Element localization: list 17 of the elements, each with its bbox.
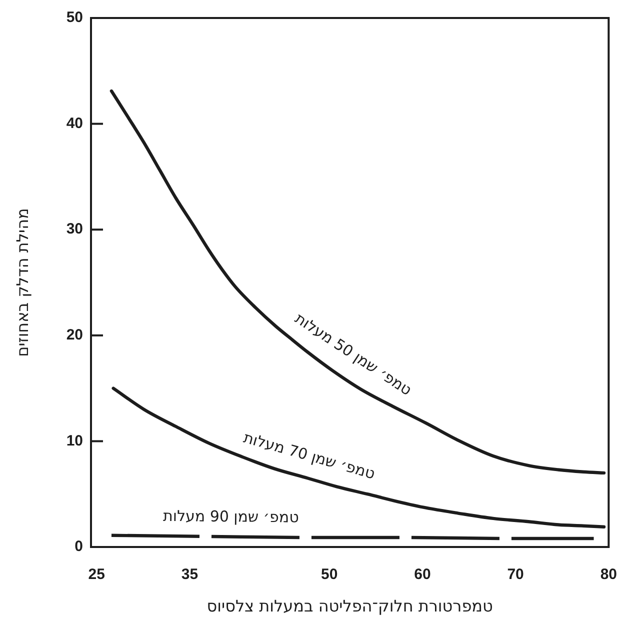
y-tick-label: 20: [66, 326, 83, 344]
y-tick-label: 30: [66, 220, 83, 238]
series-label: טמפ׳ שמן 90 מעלות: [163, 506, 299, 526]
x-tick-label: 25: [88, 566, 105, 584]
x-tick-label: 50: [321, 566, 338, 584]
x-tick-label: 35: [181, 566, 198, 584]
y-axis-title: מהילת הדלק באחוזים: [12, 208, 32, 357]
x-axis-title: טמפרטורת חלוק־הפליטה במעלות צלסיוס: [206, 596, 493, 616]
x-tick-label: 60: [414, 566, 431, 584]
y-tick-label: 40: [66, 114, 83, 132]
y-tick-label: 50: [66, 9, 83, 26]
x-tick-label: 70: [507, 566, 524, 584]
text: טמפ׳ שמן 70 מעלות: [241, 428, 378, 483]
x-tick-label: 80: [600, 566, 617, 584]
text: טמפ׳ שמן 50 מעלות: [292, 309, 415, 400]
y-tick-label: 0: [74, 538, 83, 556]
y-tick-label: 10: [66, 432, 83, 450]
